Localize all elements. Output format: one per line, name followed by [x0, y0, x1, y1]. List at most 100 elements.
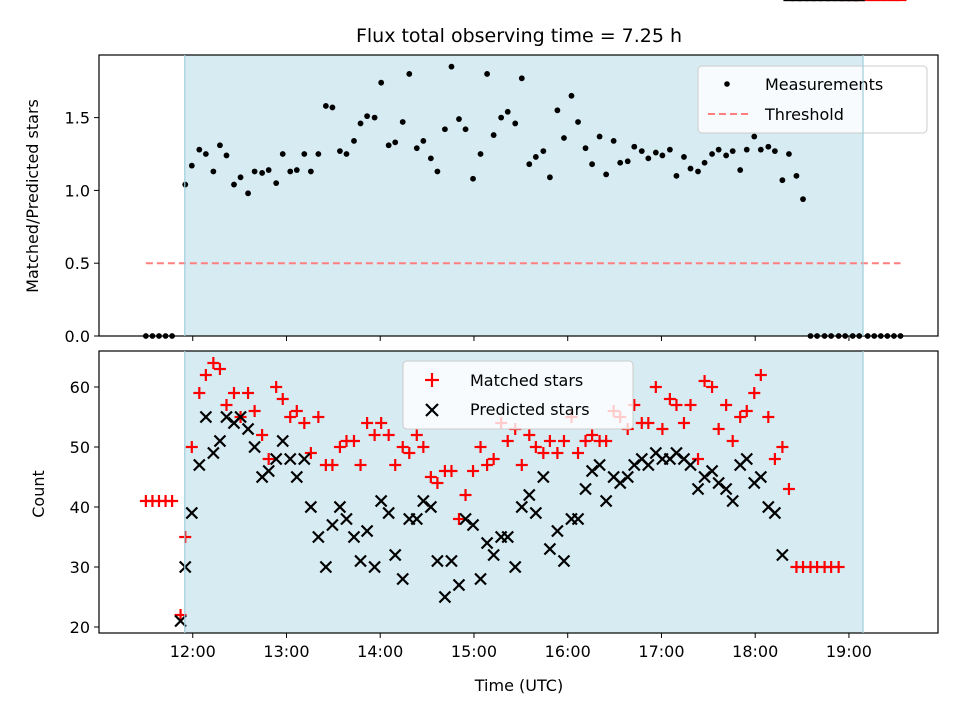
matched-star-point: [242, 387, 255, 399]
matched-star-point: [467, 465, 480, 477]
legend-measurements-label: Measurements: [765, 75, 883, 94]
matched-star-point: [431, 477, 444, 489]
predicted-star-point: [193, 458, 206, 472]
predicted-star-point: [333, 500, 347, 514]
matched-star-point: [670, 399, 683, 411]
top-y-tick-label: 1.5: [65, 109, 90, 128]
predicted-star-point: [340, 512, 353, 526]
measurement-point: [301, 151, 308, 157]
predicted-star-point: [571, 512, 585, 526]
measurement-point: [337, 148, 343, 154]
matched-star-point: [248, 405, 261, 417]
measurement-point: [399, 119, 406, 125]
predicted-star-point: [537, 470, 550, 484]
measurement-point: [793, 172, 800, 179]
matched-star-point: [762, 411, 775, 423]
predicted-star-point: [269, 452, 283, 466]
top-panel: 0.0 0.5 1.0 1.5 Matched/Predicted stars Mea…: [23, 54, 939, 346]
bottom-y-axis-label: Count: [29, 470, 48, 518]
predicted-star-point: [424, 500, 438, 514]
predicted-star-point: [768, 506, 782, 520]
measurement-point: [737, 167, 744, 173]
bottom-y-tick-label: 60: [70, 378, 90, 397]
measurement-point: [638, 148, 645, 154]
matched-star-point: [642, 417, 655, 429]
predicted-star-point: [515, 500, 529, 514]
measurement-point: [442, 126, 448, 133]
predicted-star-point: [431, 554, 444, 568]
measurement-point: [322, 103, 329, 109]
matched-star-point: [424, 471, 437, 483]
predicted-star-point: [360, 524, 374, 538]
chart-title: Flux total observing time = 7.25 h: [356, 25, 682, 47]
measurement-point: [751, 133, 758, 140]
measurement-point: [364, 113, 371, 120]
matched-star-point: [290, 405, 303, 417]
measurement-point: [568, 92, 575, 99]
predicted-star-point: [298, 452, 311, 466]
predicted-star-point: [740, 452, 754, 466]
matched-star-point: [734, 411, 747, 423]
predicted-star-point: [726, 494, 739, 508]
predicted-star-point: [354, 554, 367, 568]
predicted-star-point: [508, 560, 522, 574]
legend-predicted-marker: [425, 403, 439, 417]
predicted-star-point: [438, 590, 452, 604]
measurement-point: [532, 154, 539, 160]
predicted-star-point: [445, 554, 458, 568]
matched-star-point: [389, 459, 402, 471]
matched-star-point: [726, 435, 739, 447]
x-tick-label: 17:00: [638, 642, 684, 661]
measurement-point: [378, 79, 385, 86]
x-tick-label: 13:00: [263, 642, 309, 661]
matched-star-point: [410, 429, 423, 441]
measurement-point: [666, 146, 673, 153]
matched-star-point: [748, 387, 761, 399]
measurement-point: [723, 152, 730, 159]
measurement-point: [448, 63, 455, 70]
predicted-star-point: [480, 536, 494, 550]
bottom-x-ticks: 12:00 13:00 14:00 15:00 16:00 17:00 18:00 19:00: [170, 633, 872, 661]
predicted-star-point: [304, 500, 318, 514]
measurement-point: [202, 151, 209, 157]
bottom-y-tick-label: 50: [70, 438, 90, 457]
matched-star-point: [220, 399, 233, 411]
predicted-star-point: [523, 488, 536, 502]
matched-star-point: [600, 435, 613, 447]
measurement-point: [575, 119, 581, 125]
measurement-point: [779, 177, 786, 184]
measurement-point: [673, 172, 680, 179]
matched-star-point: [720, 399, 733, 411]
predicted-star-point: [621, 470, 634, 484]
matched-star-point: [361, 417, 374, 429]
measurement-point: [624, 158, 631, 165]
matched-star-point: [417, 441, 430, 453]
measurement-point: [392, 139, 399, 146]
legend-matched-marker: [425, 373, 439, 387]
measurement-point: [631, 143, 638, 150]
matched-star-point: [515, 459, 528, 471]
matched-star-point: [698, 375, 711, 387]
measurement-point: [279, 151, 286, 157]
measurement-point: [582, 145, 589, 152]
measurement-point: [351, 138, 357, 144]
measurement-point: [462, 126, 469, 133]
measurement-point: [484, 71, 490, 77]
measurement-point: [427, 155, 434, 162]
measurement-point: [498, 114, 505, 121]
predicted-star-point: [529, 506, 543, 520]
bottom-y-tick-label: 20: [70, 618, 90, 637]
top-axes-frame: [98, 54, 939, 337]
predicted-star-point: [283, 452, 297, 466]
predicted-star-point: [487, 548, 500, 562]
matched-star-point: [270, 381, 283, 393]
measurement-point: [470, 175, 476, 182]
predicted-star-point: [776, 548, 789, 562]
matched-star-point: [312, 411, 325, 423]
matched-star-point: [656, 423, 669, 435]
top-y-tick-label: 1.0: [65, 181, 90, 200]
measurement-point: [800, 196, 806, 203]
matched-star-point: [459, 489, 472, 501]
predicted-star-point: [684, 458, 697, 472]
